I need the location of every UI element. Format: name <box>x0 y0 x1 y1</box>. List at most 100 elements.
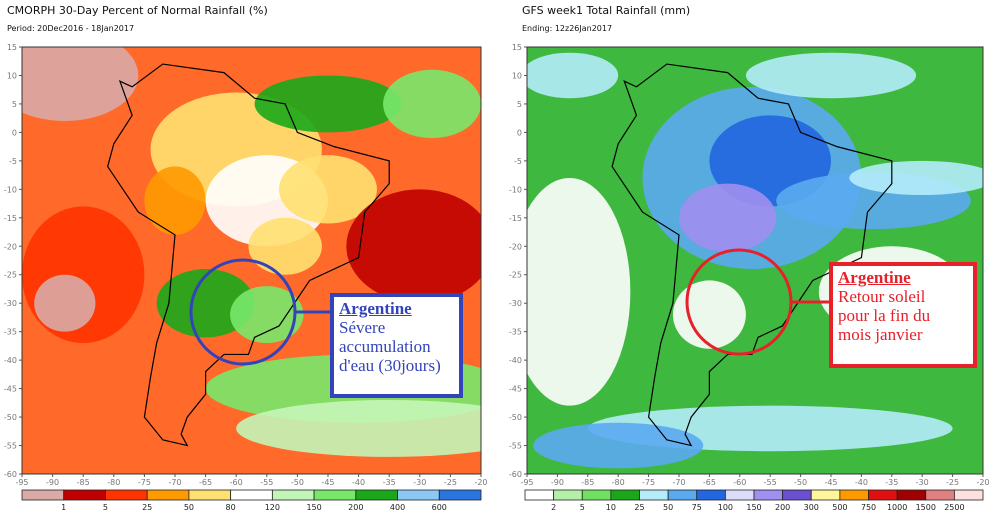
colorbar-label: 2 <box>551 503 556 512</box>
rainfall-region <box>679 183 777 252</box>
rainfall-region <box>346 189 481 304</box>
left-annotation-line: Sévere <box>339 318 386 337</box>
rainfall-region <box>672 280 746 349</box>
longitude-tick-label: -90 <box>46 478 59 487</box>
rainfall-region <box>745 52 917 99</box>
longitude-tick-label: -35 <box>383 478 396 487</box>
latitude-tick-label: 0 <box>517 128 522 137</box>
longitude-tick-label: -80 <box>612 478 625 487</box>
south-america-coastline <box>107 63 390 447</box>
longitude-tick-label: -75 <box>138 478 151 487</box>
latitude-tick-label: -25 <box>509 271 522 280</box>
rainfall-region <box>533 422 704 469</box>
colorbar-label: 200 <box>775 503 790 512</box>
colorbar-swatch <box>810 489 841 501</box>
colorbar-label: 10 <box>606 503 616 512</box>
colorbar-swatch <box>581 489 612 501</box>
longitude-tick-label: -70 <box>672 478 685 487</box>
longitude-tick-label: -55 <box>764 478 777 487</box>
rainfall-region <box>156 269 255 338</box>
longitude-tick-label: -30 <box>413 478 426 487</box>
left-annotation-line: accumulation <box>339 337 431 356</box>
colorbar-swatch <box>868 489 898 501</box>
colorbar-swatch <box>953 489 984 501</box>
latitude-tick-label: -25 <box>4 271 17 280</box>
longitude-tick-label: -25 <box>444 478 457 487</box>
latitude-tick-label: -10 <box>4 185 17 194</box>
rainfall-region <box>254 75 402 133</box>
longitude-tick-label: -70 <box>168 478 181 487</box>
colorbar-swatch <box>313 489 357 501</box>
latitude-tick-label: -20 <box>509 242 522 251</box>
latitude-tick-label: -35 <box>509 328 522 337</box>
colorbar-label: 300 <box>804 503 819 512</box>
latitude-tick-label: -5 <box>9 157 17 166</box>
right-map: 15 10 5 0 -5 -10 -15 -20 -25 -30 -35 -40 -45 -50 -55 -6… <box>509 43 990 487</box>
colorbar-label: 2500 <box>944 503 964 512</box>
longitude-tick-label: -60 <box>230 478 243 487</box>
colorbar-swatch <box>271 489 315 501</box>
longitude-tick-label: -50 <box>291 478 304 487</box>
colorbar-label: 5 <box>103 503 108 512</box>
colorbar-label: 200 <box>348 503 363 512</box>
latitude-tick-label: -15 <box>509 214 522 223</box>
longitude-tick-label: -35 <box>885 478 898 487</box>
longitude-tick-label: -95 <box>15 478 28 487</box>
left-annotation-box: Argentine Sévere accumulation d'eau (30j… <box>330 293 463 398</box>
latitude-tick-label: -35 <box>4 328 17 337</box>
latitude-tick-label: -5 <box>514 157 522 166</box>
colorbar-label: 120 <box>265 503 280 512</box>
latitude-tick-label: -10 <box>509 185 522 194</box>
colorbar-label: 750 <box>861 503 876 512</box>
right-map-title: GFS week1 Total Rainfall (mm) <box>522 4 691 17</box>
rainfall-region <box>248 217 322 275</box>
right-annotation-box: Argentine Retour soleil pour la fin du m… <box>829 262 977 368</box>
latitude-tick-label: 10 <box>7 71 17 80</box>
colorbar-swatch <box>397 489 440 501</box>
longitude-tick-label: -80 <box>107 478 120 487</box>
longitude-tick-label: -85 <box>581 478 594 487</box>
left-annotation-line: d'eau (30jours) <box>339 356 441 375</box>
latitude-tick-label: -45 <box>4 385 17 394</box>
colorbar-label: 80 <box>226 503 236 512</box>
longitude-tick-label: -60 <box>733 478 746 487</box>
colorbar-swatch <box>610 489 640 501</box>
colorbar-swatch <box>896 489 927 501</box>
rainfall-region <box>527 52 619 99</box>
colorbar-label: 25 <box>634 503 644 512</box>
map-frame <box>526 46 984 475</box>
rainfall-region <box>383 69 481 139</box>
map-frame <box>21 46 482 475</box>
left-map-period: Period: 20Dec2016 - 18Jan2017 <box>7 24 135 33</box>
right-annotation-line: pour la fin du <box>838 306 931 325</box>
longitude-tick-label: -40 <box>352 478 365 487</box>
longitude-tick-label: -40 <box>855 478 868 487</box>
colorbar-swatch <box>724 489 755 501</box>
longitude-tick-label: -65 <box>199 478 212 487</box>
longitude-tick-label: -65 <box>703 478 716 487</box>
latitude-tick-label: -55 <box>4 442 17 451</box>
colorbar-label: 1500 <box>916 503 936 512</box>
colorbar-swatch <box>782 489 812 501</box>
right-map-ending: Ending: 12z26Jan2017 <box>522 24 613 33</box>
left-map: 15 10 5 0 -5 -10 -15 -20 -25 -30 -35 -40 -45 -50 -55 -6… <box>4 43 488 487</box>
colorbar-label: 75 <box>692 503 702 512</box>
colorbar-swatch <box>524 489 555 501</box>
right-colorbar: 2 5 10 25 50 75 100 150 200 300 500 750 1000 1500 2500 <box>524 489 984 512</box>
longitude-tick-label: -75 <box>642 478 655 487</box>
longitude-tick-label: -20 <box>976 478 989 487</box>
right-annotation-line: mois janvier <box>838 325 923 344</box>
colorbar-label: 5 <box>580 503 585 512</box>
colorbar-label: 1 <box>61 503 66 512</box>
latitude-tick-label: -50 <box>4 413 17 422</box>
colorbar-swatch <box>188 489 232 501</box>
colorbar-swatch <box>553 489 583 501</box>
left-annotation-heading: Argentine <box>339 299 412 318</box>
longitude-tick-label: -20 <box>474 478 487 487</box>
colorbar-swatch <box>696 489 726 501</box>
latitude-tick-label: -60 <box>4 470 17 479</box>
colorbar-label: 25 <box>142 503 152 512</box>
colorbar-label: 150 <box>746 503 761 512</box>
